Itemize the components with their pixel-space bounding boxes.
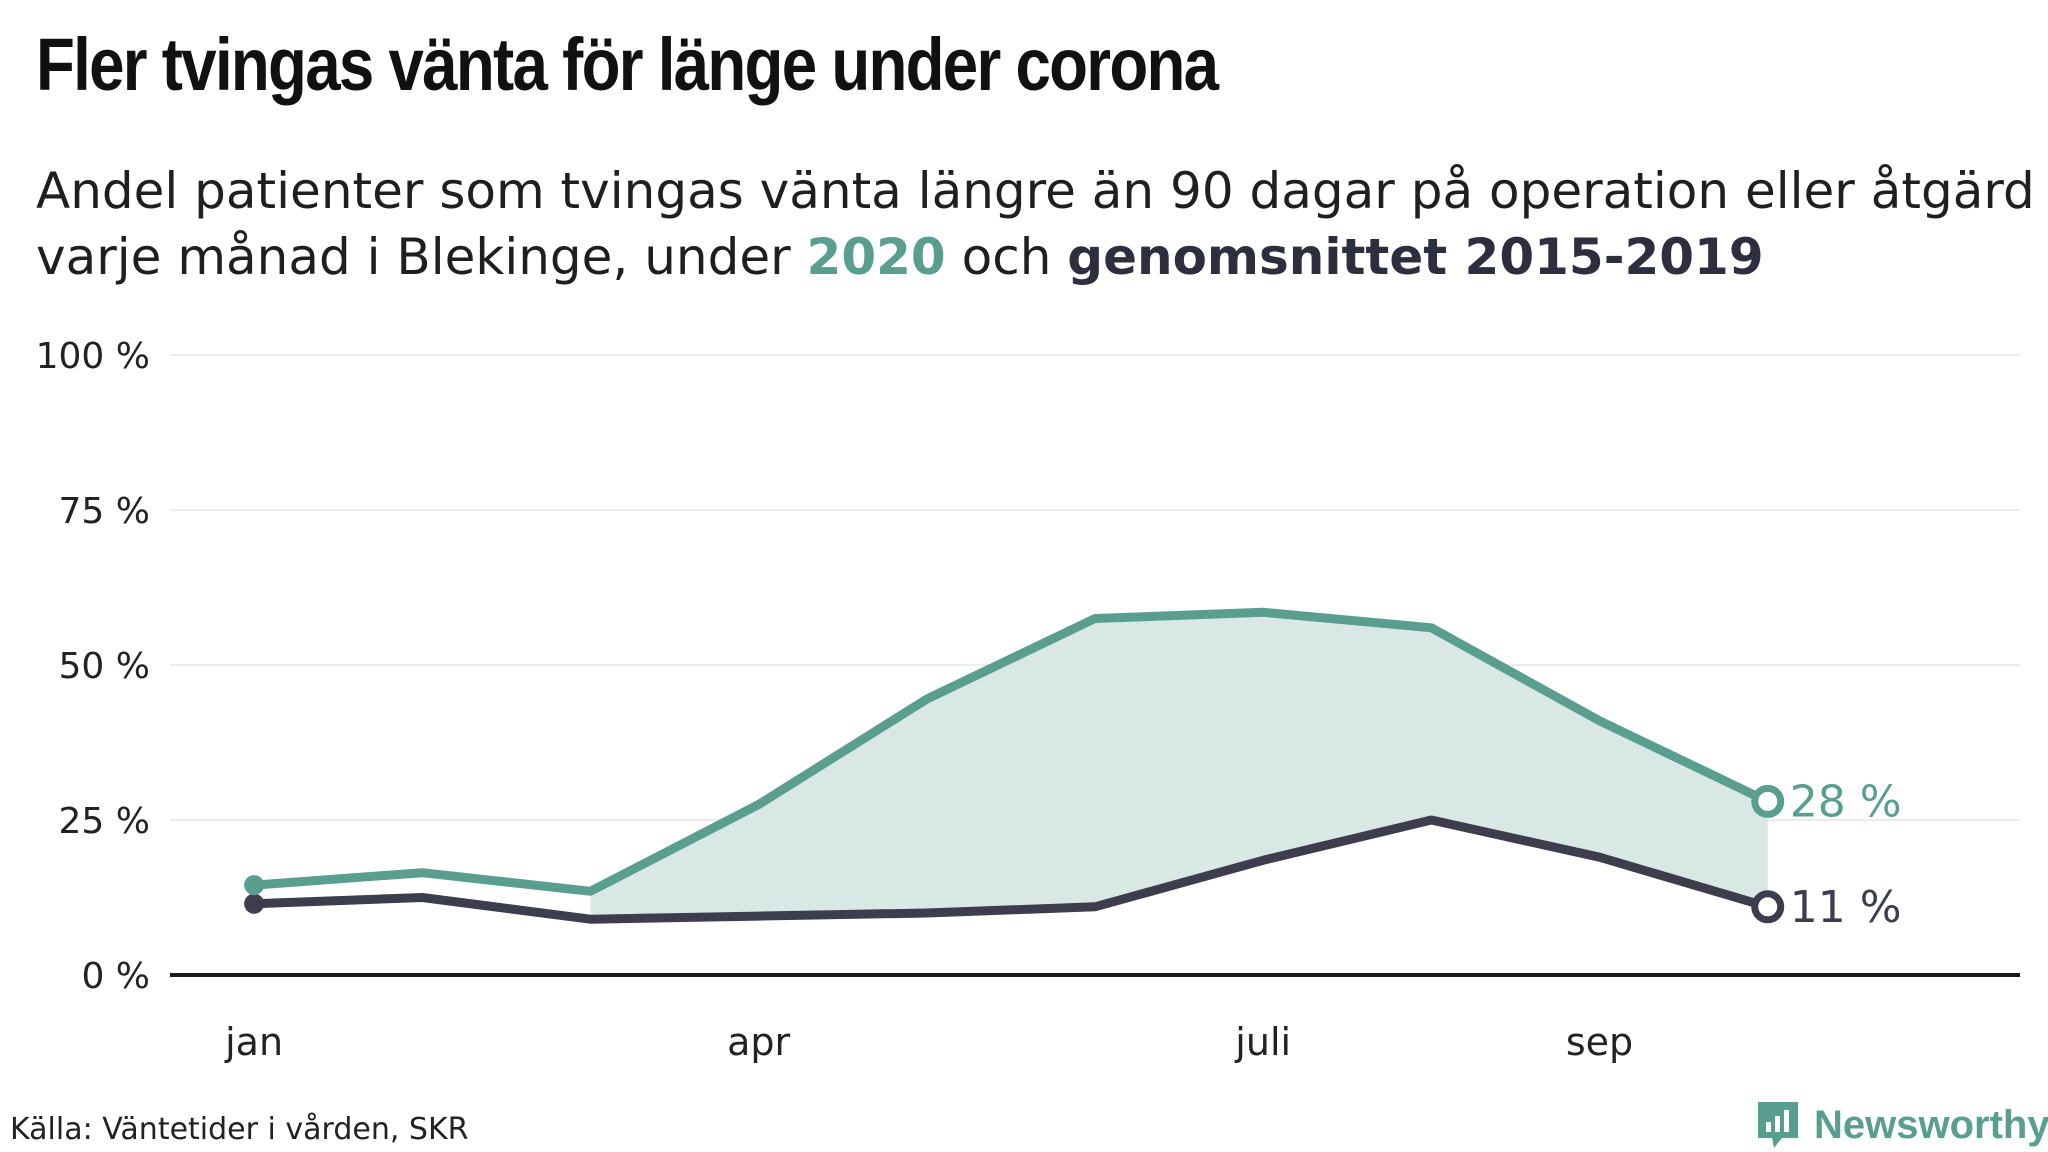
newsworthy-bar-chart-icon — [1758, 1102, 1798, 1148]
y-tick-label: 75 % — [59, 491, 150, 532]
area-between-series — [590, 612, 1768, 920]
data-point-avg — [244, 893, 265, 914]
series-line-s2020 — [249, 607, 1773, 896]
source-note: Källa: Väntetider i vården, SKR — [10, 1112, 469, 1147]
x-tick-label: juli — [1234, 1020, 1291, 1064]
logo-text: Newsworthy — [1814, 1102, 2048, 1147]
series-line-avg — [249, 815, 1773, 924]
end-value-label-avg: 11 % — [1790, 882, 1902, 933]
y-tick-label: 50 % — [59, 646, 150, 687]
subtitle-text: Andel patienter som tvingas vänta längre… — [36, 162, 2035, 286]
data-point-s2020 — [1751, 784, 1785, 818]
x-tick-label: sep — [1566, 1020, 1633, 1064]
x-tick-label: jan — [224, 1020, 283, 1064]
y-tick-label: 25 % — [59, 801, 150, 842]
x-tick-label: apr — [727, 1020, 790, 1064]
data-point-s2020 — [244, 875, 265, 896]
subtitle-2020-highlight: 2020 — [806, 228, 946, 286]
newsworthy-logo: Newsworthy — [1754, 1098, 2048, 1152]
subtitle-connector: och — [945, 228, 1068, 286]
y-tick-label: 0 % — [81, 956, 150, 997]
y-tick-label: 100 % — [36, 336, 150, 377]
data-point-avg — [1751, 890, 1785, 924]
chart-title: Fler tvingas vänta för länge under coron… — [36, 23, 1219, 106]
subtitle-average-highlight: genomsnittet 2015-2019 — [1067, 228, 1764, 286]
end-value-label-s2020: 28 % — [1790, 776, 1902, 827]
chart-subtitle: Andel patienter som tvingas vänta längre… — [36, 158, 2046, 290]
